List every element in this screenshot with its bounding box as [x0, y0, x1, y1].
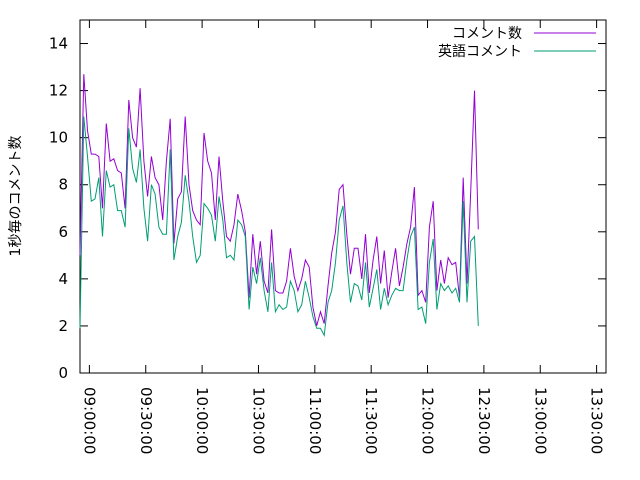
y-tick-label: 8: [58, 176, 68, 194]
x-tick-label: 12:30:00: [475, 387, 493, 454]
x-tick-label: 11:00:00: [306, 387, 324, 454]
x-tick-label: 09:30:00: [137, 387, 155, 454]
series-lines: [79, 74, 479, 337]
y-tick-label: 12: [49, 82, 68, 100]
axes: [79, 19, 607, 374]
y-axis-label: 1秒毎のコメント数: [8, 136, 24, 257]
y-tick-label: 10: [49, 129, 68, 147]
series-line-2: [79, 116, 479, 337]
y-tick-label: 2: [58, 317, 68, 335]
y-tick-label: 14: [49, 35, 68, 53]
y-tick-label: 4: [58, 270, 68, 288]
series-line-1: [79, 74, 479, 327]
x-tick-label: 10:30:00: [249, 387, 267, 454]
y-tick-label: 6: [58, 223, 68, 241]
y-axis-ticks: 0 2 4 6 8 10 12 14: [49, 35, 606, 382]
plot-frame: [79, 19, 607, 374]
legend-label-1: コメント数: [452, 26, 522, 42]
legend-label-2: 英語コメント: [438, 43, 522, 60]
x-tick-label: 10:00:00: [193, 387, 211, 454]
x-tick-label: 09:00:00: [80, 387, 98, 454]
x-axis-ticks: 09:00:00 09:30:00 10:00:00 10:30:00 11:00:00…: [80, 20, 606, 454]
x-tick-label: 11:30:00: [362, 387, 380, 454]
x-tick-label: 12:00:00: [419, 387, 437, 454]
x-tick-label: 13:30:00: [588, 387, 606, 454]
y-tick-label: 0: [58, 364, 68, 382]
x-tick-label: 13:00:00: [531, 387, 549, 454]
